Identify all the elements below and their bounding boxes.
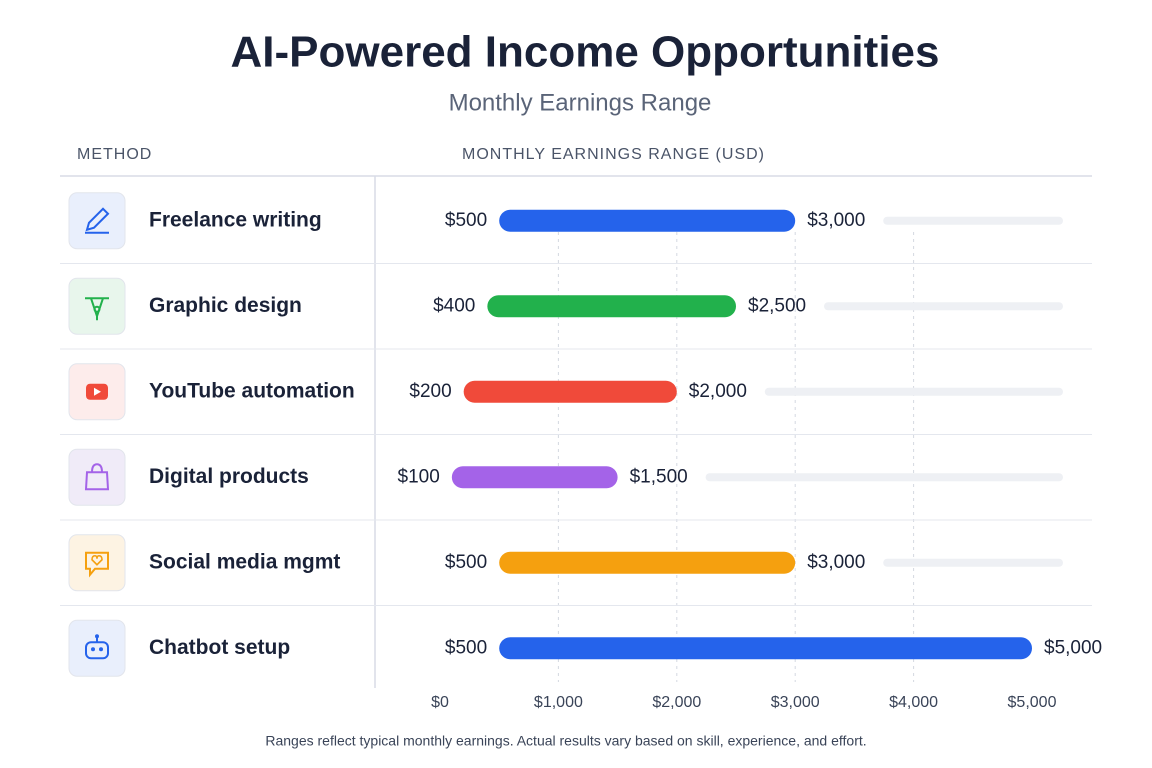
bar — [463, 380, 677, 403]
value-label: $1,500 — [630, 466, 688, 487]
icon-glyph — [84, 463, 110, 491]
icon-glyph — [95, 634, 99, 639]
bar — [499, 551, 796, 574]
x-tick-label: $3,000 — [771, 694, 820, 711]
icon-background — [68, 448, 126, 506]
chart-subtitle: Monthly Earnings Range — [449, 89, 712, 116]
category-label: Freelance writing — [149, 208, 322, 231]
chart-title: AI-Powered Income Opportunities — [231, 28, 940, 77]
x-tick-label: $2,000 — [652, 694, 701, 711]
icon — [85, 207, 110, 234]
value-label: $2,000 — [689, 381, 747, 402]
icon-glyph — [85, 297, 109, 321]
value-label: $500 — [445, 210, 487, 231]
track — [764, 387, 1063, 396]
x-tick-label: $4,000 — [889, 694, 938, 711]
icon-glyph — [85, 551, 109, 578]
track — [824, 302, 1063, 311]
category-label: Digital products — [149, 465, 309, 488]
icon-glyph — [91, 554, 103, 566]
icon — [85, 634, 109, 660]
icon-glyph — [85, 207, 110, 234]
icon — [85, 551, 109, 578]
value-label: $500 — [445, 552, 487, 573]
category-header: METHOD — [77, 146, 152, 163]
icon — [84, 463, 110, 491]
x-tick-label: $1,000 — [534, 694, 583, 711]
track — [883, 558, 1063, 567]
icon-background — [68, 192, 126, 250]
bar — [499, 637, 1032, 660]
category-label: Graphic design — [149, 294, 302, 317]
value-label: $400 — [433, 295, 475, 316]
track — [883, 216, 1063, 225]
category-label: Social media mgmt — [149, 550, 340, 573]
category-label: Chatbot setup — [149, 636, 290, 659]
track — [705, 473, 1063, 482]
bar — [487, 295, 736, 318]
icon — [86, 383, 108, 400]
value-label: $100 — [398, 466, 440, 487]
value-label: $5,000 — [1044, 637, 1102, 658]
icon-glyph — [91, 647, 95, 652]
value-label: $200 — [409, 381, 451, 402]
x-tick-label: $5,000 — [1008, 694, 1057, 711]
x-axis-label: MONTHLY EARNINGS RANGE (USD) — [462, 146, 765, 163]
value-label: $3,000 — [807, 210, 865, 231]
category-label: YouTube automation — [149, 379, 355, 402]
icon-background — [68, 534, 126, 592]
icon-glyph — [99, 647, 103, 652]
value-label: $500 — [445, 637, 487, 658]
bar — [451, 466, 618, 489]
icon-glyph — [93, 305, 101, 313]
value-label: $2,500 — [748, 295, 806, 316]
icon — [85, 297, 109, 321]
icon-glyph — [94, 387, 101, 396]
grid — [557, 232, 915, 682]
icon-background — [68, 619, 126, 677]
value-label: $3,000 — [807, 552, 865, 573]
x-tick-label: $0 — [431, 694, 449, 711]
bar — [499, 209, 796, 232]
footnote: Ranges reflect typical monthly earnings.… — [265, 733, 866, 749]
